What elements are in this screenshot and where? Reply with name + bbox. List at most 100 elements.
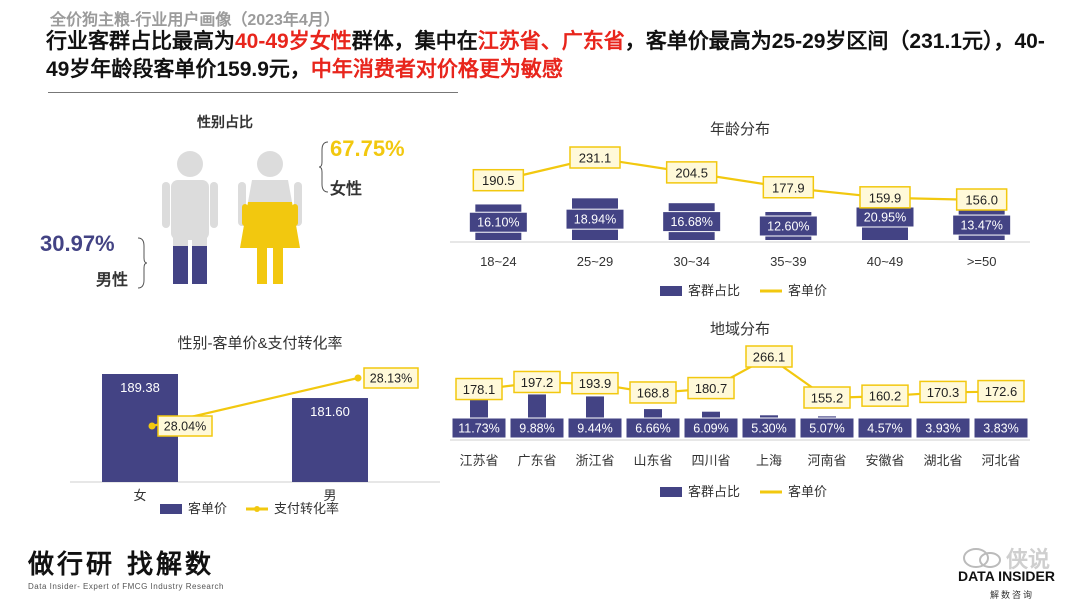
line-label-box [955, 188, 1008, 211]
bar-label-box [741, 417, 797, 439]
brand-subtitle: 解数咨询 [990, 590, 1035, 600]
bar-label-box [468, 211, 528, 233]
male-label: 男性 [96, 272, 129, 289]
category-tick-label: 河南省 [807, 453, 846, 468]
line-value-label: 159.9 [869, 190, 902, 205]
bar-label-box [758, 215, 818, 237]
category-tick-label: 山东省 [633, 453, 672, 468]
line-label-box [687, 376, 735, 400]
line-value-label: 190.5 [482, 173, 515, 188]
wechat-logo-icon [963, 548, 1001, 568]
bar-label-box [509, 417, 565, 439]
female-figure-icon [238, 151, 302, 284]
headline-highlight: 中年消费者对价格更为敏感 [310, 58, 563, 81]
category-tick-label: 40~49 [867, 254, 904, 269]
bar-value-label: 5.30% [751, 422, 786, 436]
category-tick-label: 30~34 [673, 254, 710, 269]
line-value-label: 178.1 [463, 382, 496, 397]
gender-aov-conversion-chart: 性别-客单价&支付转化率 189.38女181.60男28.04%28.13% … [70, 335, 440, 516]
gender-ratio-title: 性别占比 [197, 114, 253, 130]
line-label-box [745, 345, 793, 368]
legend-line-label: 客单价 [788, 283, 827, 298]
headline-part: ，客单价最高为25-29岁区间（231.1元），40-49岁年龄段客单价159.… [46, 30, 1045, 81]
line-label-box [762, 176, 815, 199]
legend-bar-label: 客单价 [188, 501, 227, 516]
line-value-label: 170.3 [927, 385, 960, 400]
bar-label-box [625, 417, 681, 439]
category-tick-label: 广东省 [517, 453, 556, 468]
line-point [354, 374, 362, 382]
line-value-label: 266.1 [753, 350, 786, 365]
male-brace-icon [137, 237, 148, 289]
legend-line-label: 支付转化率 [274, 501, 339, 516]
legend-line-label: 客单价 [788, 484, 827, 499]
bar-value-label: 18.94% [574, 213, 616, 227]
footer-subtitle: Data Insider- Expert of FMCG Industry Re… [28, 582, 224, 591]
bar-label-box [567, 417, 623, 439]
line-label-box [513, 370, 561, 394]
female-percentage: 67.75% [330, 136, 405, 161]
line-series [478, 355, 1002, 400]
line-label-box [157, 415, 213, 437]
legend-bar-label: 客群占比 [688, 484, 740, 499]
report-subtitle: 全价狗主粮-行业用户画像（2023年4月） [50, 12, 340, 29]
bar-label-box [662, 211, 722, 233]
line-value-label: 204.5 [675, 165, 708, 180]
gender-chart-title: 性别-客单价&支付转化率 [177, 335, 342, 352]
line-label-box [472, 168, 525, 192]
line-value-label: 28.13% [370, 372, 412, 386]
line-value-label: 172.6 [985, 384, 1018, 399]
bar-value-label: 3.83% [983, 422, 1018, 436]
bar-value-label: 3.93% [925, 422, 960, 436]
category-tick-label: 四川省 [691, 453, 730, 468]
category-tick-label: 湖北省 [923, 453, 962, 468]
region-distribution-chart: 地域分布 11.73% 江苏省 9.88% 广东省 9.44% 浙江省 6.66% 山东省 6.… [450, 321, 1030, 499]
line-label-box [569, 146, 621, 169]
bar-value-label: 16.68% [670, 215, 712, 229]
category-tick-label: 河北省 [981, 453, 1020, 468]
line-label-box [629, 381, 677, 404]
category-tick-label: 女 [133, 488, 146, 503]
male-percentage: 30.97% [40, 231, 115, 256]
legend-bar-label: 客群占比 [688, 283, 740, 298]
line-label-box [455, 377, 503, 401]
category-tick-label: 上海 [756, 453, 782, 468]
line-point [148, 422, 156, 430]
line-label-box [859, 186, 911, 209]
bar-label-box [857, 417, 913, 439]
line-label-box [977, 379, 1025, 403]
male-figure-icon [162, 151, 218, 284]
bar-label-box [915, 417, 971, 439]
bar-label-box [952, 214, 1012, 236]
bar-value-label: 5.07% [809, 422, 844, 436]
bar-label-box [565, 208, 625, 230]
bar-label-box [973, 417, 1029, 439]
bar-value-label: 4.57% [867, 422, 902, 436]
line-value-label: 156.0 [965, 193, 998, 208]
bar-value-label: 6.09% [693, 422, 728, 436]
bar-value-label: 20.95% [864, 211, 906, 225]
line-value-label: 231.1 [579, 151, 612, 166]
bar-label-box [683, 417, 739, 439]
category-tick-label: 男 [323, 488, 336, 503]
headline-highlight: 40-49岁女性 [235, 30, 352, 53]
bar [292, 398, 368, 482]
category-tick-label: 25~29 [577, 254, 614, 269]
line-label-box [919, 380, 967, 404]
category-tick-label: 35~39 [770, 254, 807, 269]
line-label-box [363, 367, 419, 389]
line-value-label: 197.2 [521, 375, 554, 390]
line-value-label: 155.2 [811, 391, 844, 406]
category-tick-label: 安徽省 [865, 453, 904, 468]
bar-value-label: 181.60 [310, 404, 350, 419]
line-label-box [665, 161, 718, 184]
gender-legend: 客单价 支付转化率 [160, 501, 339, 516]
line-value-label: 177.9 [772, 180, 805, 195]
headline: 行业客群占比最高为40-49岁女性群体，集中在江苏省、广东省，客单价最高为25-… [46, 28, 1046, 84]
age-chart-title: 年龄分布 [710, 121, 770, 138]
line-value-label: 168.8 [637, 385, 670, 400]
legend-line-marker [254, 506, 260, 512]
line-value-label: 193.9 [579, 376, 612, 391]
female-brace-icon [318, 141, 329, 193]
line-value-label: 180.7 [695, 381, 728, 396]
